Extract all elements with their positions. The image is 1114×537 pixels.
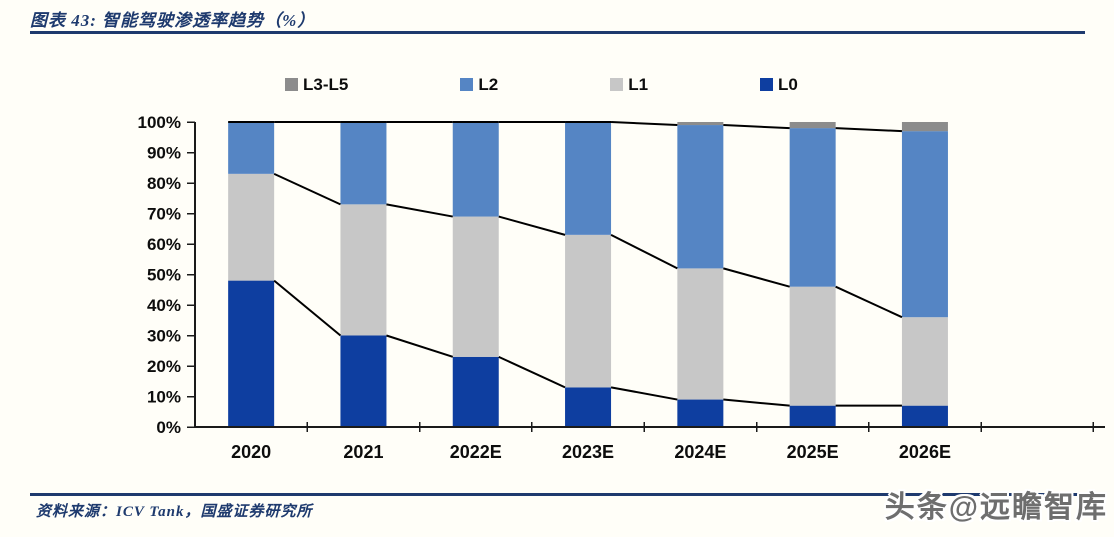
x-category-label: 2020 [231,442,271,462]
x-category-label: 2022E [450,442,502,462]
y-tick-label: 10% [147,388,181,407]
bar-segment-2020-l2 [228,122,275,174]
connector-line [273,279,342,337]
connector-line [835,127,902,133]
source-note: 资料来源：ICV Tank，国盛证券研究所 [36,504,313,520]
y-tick-label: 20% [147,357,181,376]
bar-segment-2020-l1 [228,173,275,281]
connector-line [723,124,790,130]
stacked-bar-chart: 0% 10% 20% 30% 40% 50% 60% 70% 80% 90% 100% 2020 202… [138,113,1105,462]
connector-line [498,215,566,236]
y-tick-label: 0% [156,418,181,437]
legend-swatch-l1 [610,78,624,91]
bar-segment-2026E-l2 [901,131,948,318]
figure-title: 图表 43: 智能驾驶渗透率趋势（%） [30,11,316,30]
y-tick-label: 100% [138,113,181,132]
connector-line [610,386,678,401]
bar-segment-2021-l2 [340,122,387,205]
legend-label: L2 [478,75,499,94]
y-tick-label: 50% [147,266,181,285]
legend-swatch-l3-l5 [285,78,298,91]
bar-segment-2023E-l2 [565,122,612,235]
connector-line [611,121,678,127]
connector-line [835,285,903,319]
header-divider [30,31,1085,34]
connector-line [498,355,566,389]
bar-segment-2024E-l0 [677,399,724,427]
connector-line [386,334,454,358]
x-category-label: 2025E [787,442,839,462]
footer-divider [30,493,1085,496]
bar-segment-2022E-l0 [452,356,499,427]
watermark: 头条@远瞻智库 [884,491,1108,524]
bar-segment-2023E-l1 [565,234,612,388]
bar-segment-2025E-l1 [789,286,836,406]
bar-segment-2026E-l0 [901,405,948,427]
connector-line [610,233,678,270]
connector-line [386,203,453,218]
bar-segment-2023E-l0 [565,387,612,427]
connector-line [273,172,341,206]
bar-segment-2026E-l1 [901,317,948,406]
legend-swatch-l0 [760,78,774,91]
bar-segment-2021-l1 [340,204,387,336]
legend-item-l0: L0 [760,76,798,93]
legend-item-l1: L1 [610,76,648,93]
x-category-label: 2026E [899,442,951,462]
legend-label: L3-L5 [303,75,349,94]
bar-segment-2025E-l0 [789,405,836,427]
legend-label: L0 [778,75,798,94]
bar-segment-2025E-l3-l5 [789,122,836,129]
x-category-label: 2024E [674,442,726,462]
bar-segment-2025E-l2 [789,128,836,287]
legend-label: L1 [628,75,649,94]
legend-item-l3-l5: L3-L5 [285,76,348,93]
y-tick-label: 40% [147,296,181,315]
x-category-label: 2023E [562,442,614,462]
bar-segment-2026E-l3-l5 [901,122,948,132]
bar-segment-2024E-l1 [677,268,724,400]
y-tick-label: 70% [147,205,181,224]
y-tick-label: 90% [147,144,181,163]
legend-swatch-l2 [460,78,474,91]
y-tick-label: 80% [147,174,181,193]
bar-segment-2020-l0 [228,280,275,427]
bar-segment-2021-l0 [340,335,387,427]
bar-segment-2024E-l2 [677,125,724,269]
x-category-label: 2021 [343,442,383,462]
connector-line [723,267,790,288]
bar-segment-2024E-l3-l5 [677,122,724,126]
legend-item-l2: L2 [460,76,498,93]
y-tick-label: 30% [147,327,181,346]
chart-legend: L3-L5 L2 L1 L0 [285,76,798,93]
connector-line [723,398,790,407]
y-tick-label: 60% [147,235,181,254]
bar-segment-2022E-l2 [452,122,499,217]
bar-segment-2022E-l1 [452,216,499,357]
